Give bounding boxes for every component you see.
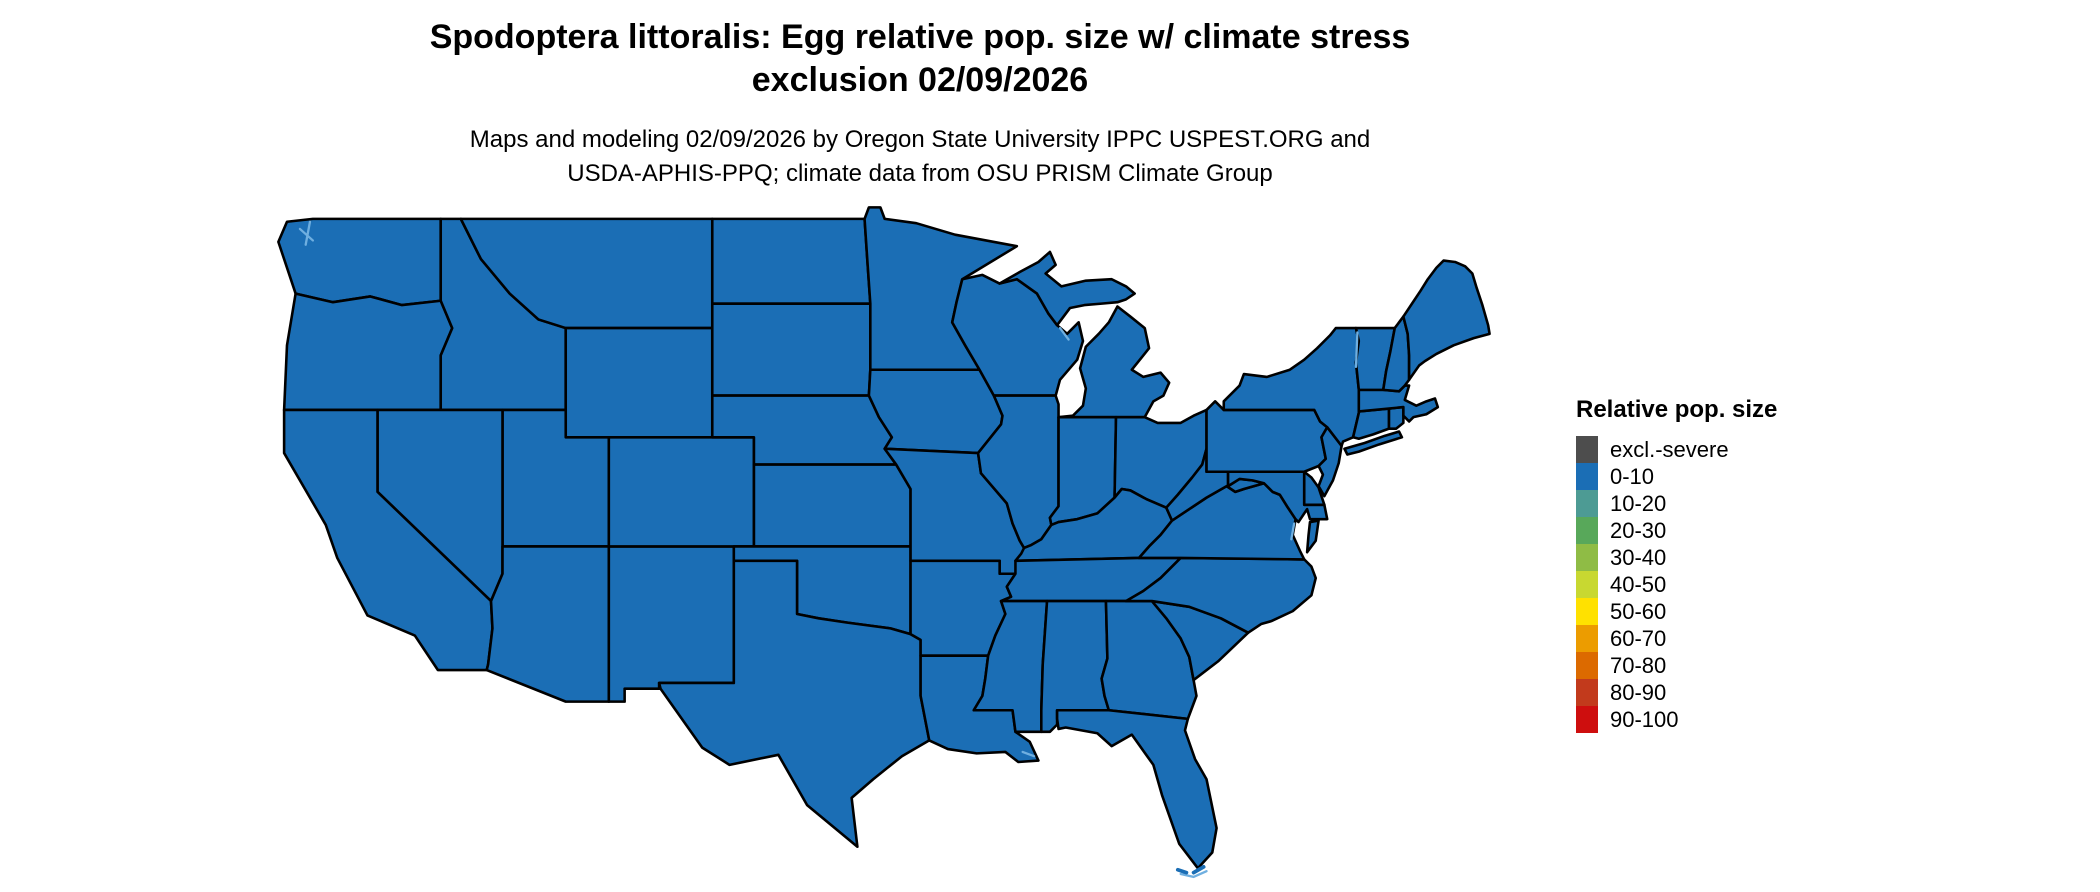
legend-row: 40-50 xyxy=(1576,571,1777,598)
legend-row: 0-10 xyxy=(1576,463,1777,490)
legend-swatch xyxy=(1576,571,1598,598)
figure-subtitle: Maps and modeling 02/09/2026 by Oregon S… xyxy=(0,123,1840,190)
legend-title: Relative pop. size xyxy=(1576,396,1778,423)
legend-label: 60-70 xyxy=(1610,625,1667,651)
legend-row: 60-70 xyxy=(1576,625,1777,652)
legend-swatch xyxy=(1576,490,1598,517)
green-bay-water xyxy=(1058,326,1070,341)
legend-row: 20-30 xyxy=(1576,517,1777,544)
state-co xyxy=(607,435,756,548)
state-fl xyxy=(1055,708,1218,870)
legend-label: 0-10 xyxy=(1610,463,1655,489)
legend-label: 80-90 xyxy=(1610,679,1667,705)
state-tx xyxy=(657,559,931,849)
state-nm xyxy=(607,545,736,703)
legend-label: 30-40 xyxy=(1610,544,1667,570)
legend-swatch xyxy=(1576,679,1598,706)
state-or xyxy=(282,292,454,412)
state-pa xyxy=(1205,400,1329,474)
legend: Relative pop. size excl.-severe 0-10 10-20… xyxy=(1576,396,1777,733)
legend-row: 70-80 xyxy=(1576,652,1777,679)
state-me xyxy=(1402,259,1491,382)
mississippi-delta-water xyxy=(1021,750,1036,758)
legend-label: 70-80 xyxy=(1610,652,1667,678)
title-line-2: exclusion 02/09/2026 xyxy=(751,60,1089,99)
legend-row: 80-90 xyxy=(1576,679,1777,706)
state-nd xyxy=(710,217,872,305)
figure-header: Spodoptera littoralis: Egg relative pop.… xyxy=(0,16,1840,190)
legend-swatch xyxy=(1576,652,1598,679)
puget-sound-water xyxy=(298,220,314,246)
figure-title: Spodoptera littoralis: Egg relative pop.… xyxy=(0,16,1840,101)
legend-swatch xyxy=(1576,544,1598,571)
states-layer xyxy=(277,206,1491,870)
state-ct xyxy=(1351,407,1391,440)
state-sd xyxy=(710,302,872,397)
state-ca xyxy=(282,408,494,672)
legend-label: 10-20 xyxy=(1610,490,1667,516)
legend-swatch xyxy=(1576,436,1598,463)
legend-swatch xyxy=(1576,517,1598,544)
legend-row: 10-20 xyxy=(1576,490,1777,517)
state-de xyxy=(1302,470,1326,507)
us-map-figure xyxy=(264,190,1514,890)
us-map xyxy=(277,206,1491,879)
state-nj xyxy=(1317,425,1343,498)
legend-row: 30-40 xyxy=(1576,544,1777,571)
state-ia xyxy=(867,368,1004,455)
legend-items: excl.-severe 0-10 10-20 20-30 30-40 40-50 50-6… xyxy=(1576,436,1777,733)
state-va-eastern-shore xyxy=(1305,519,1320,554)
state-ny-long-island xyxy=(1343,430,1404,456)
subtitle-line-2: USDA-APHIS-PPQ; climate data from OSU PR… xyxy=(567,159,1273,187)
legend-label: 40-50 xyxy=(1610,571,1667,597)
florida-keys-islands xyxy=(1175,864,1206,875)
state-az xyxy=(485,545,611,703)
florida-keys-water xyxy=(1179,870,1208,879)
legend-label: excl.-severe xyxy=(1610,436,1729,462)
legend-swatch xyxy=(1576,463,1598,490)
chesapeake-bay-water xyxy=(1290,522,1296,541)
state-ri xyxy=(1387,405,1405,430)
state-ks xyxy=(752,463,912,548)
legend-label: 20-30 xyxy=(1610,517,1667,543)
legend-row: 90-100 xyxy=(1576,706,1777,733)
legend-row: 50-60 xyxy=(1576,598,1777,625)
state-mi-upper-peninsula xyxy=(998,250,1136,327)
legend-swatch xyxy=(1576,706,1598,733)
legend-swatch xyxy=(1576,625,1598,652)
legend-swatch xyxy=(1576,598,1598,625)
title-line-1: Spodoptera littoralis: Egg relative pop.… xyxy=(429,18,1411,56)
state-wy xyxy=(564,326,714,439)
lake-champlain-water xyxy=(1354,331,1359,369)
legend-label: 50-60 xyxy=(1610,598,1667,624)
legend-label: 90-100 xyxy=(1610,706,1679,732)
state-mi xyxy=(1057,305,1171,419)
subtitle-line-1: Maps and modeling 02/09/2026 by Oregon S… xyxy=(469,126,1371,153)
state-nc xyxy=(1124,556,1318,634)
water-accents-layer xyxy=(298,220,1359,879)
legend-row: excl.-severe xyxy=(1576,436,1777,463)
